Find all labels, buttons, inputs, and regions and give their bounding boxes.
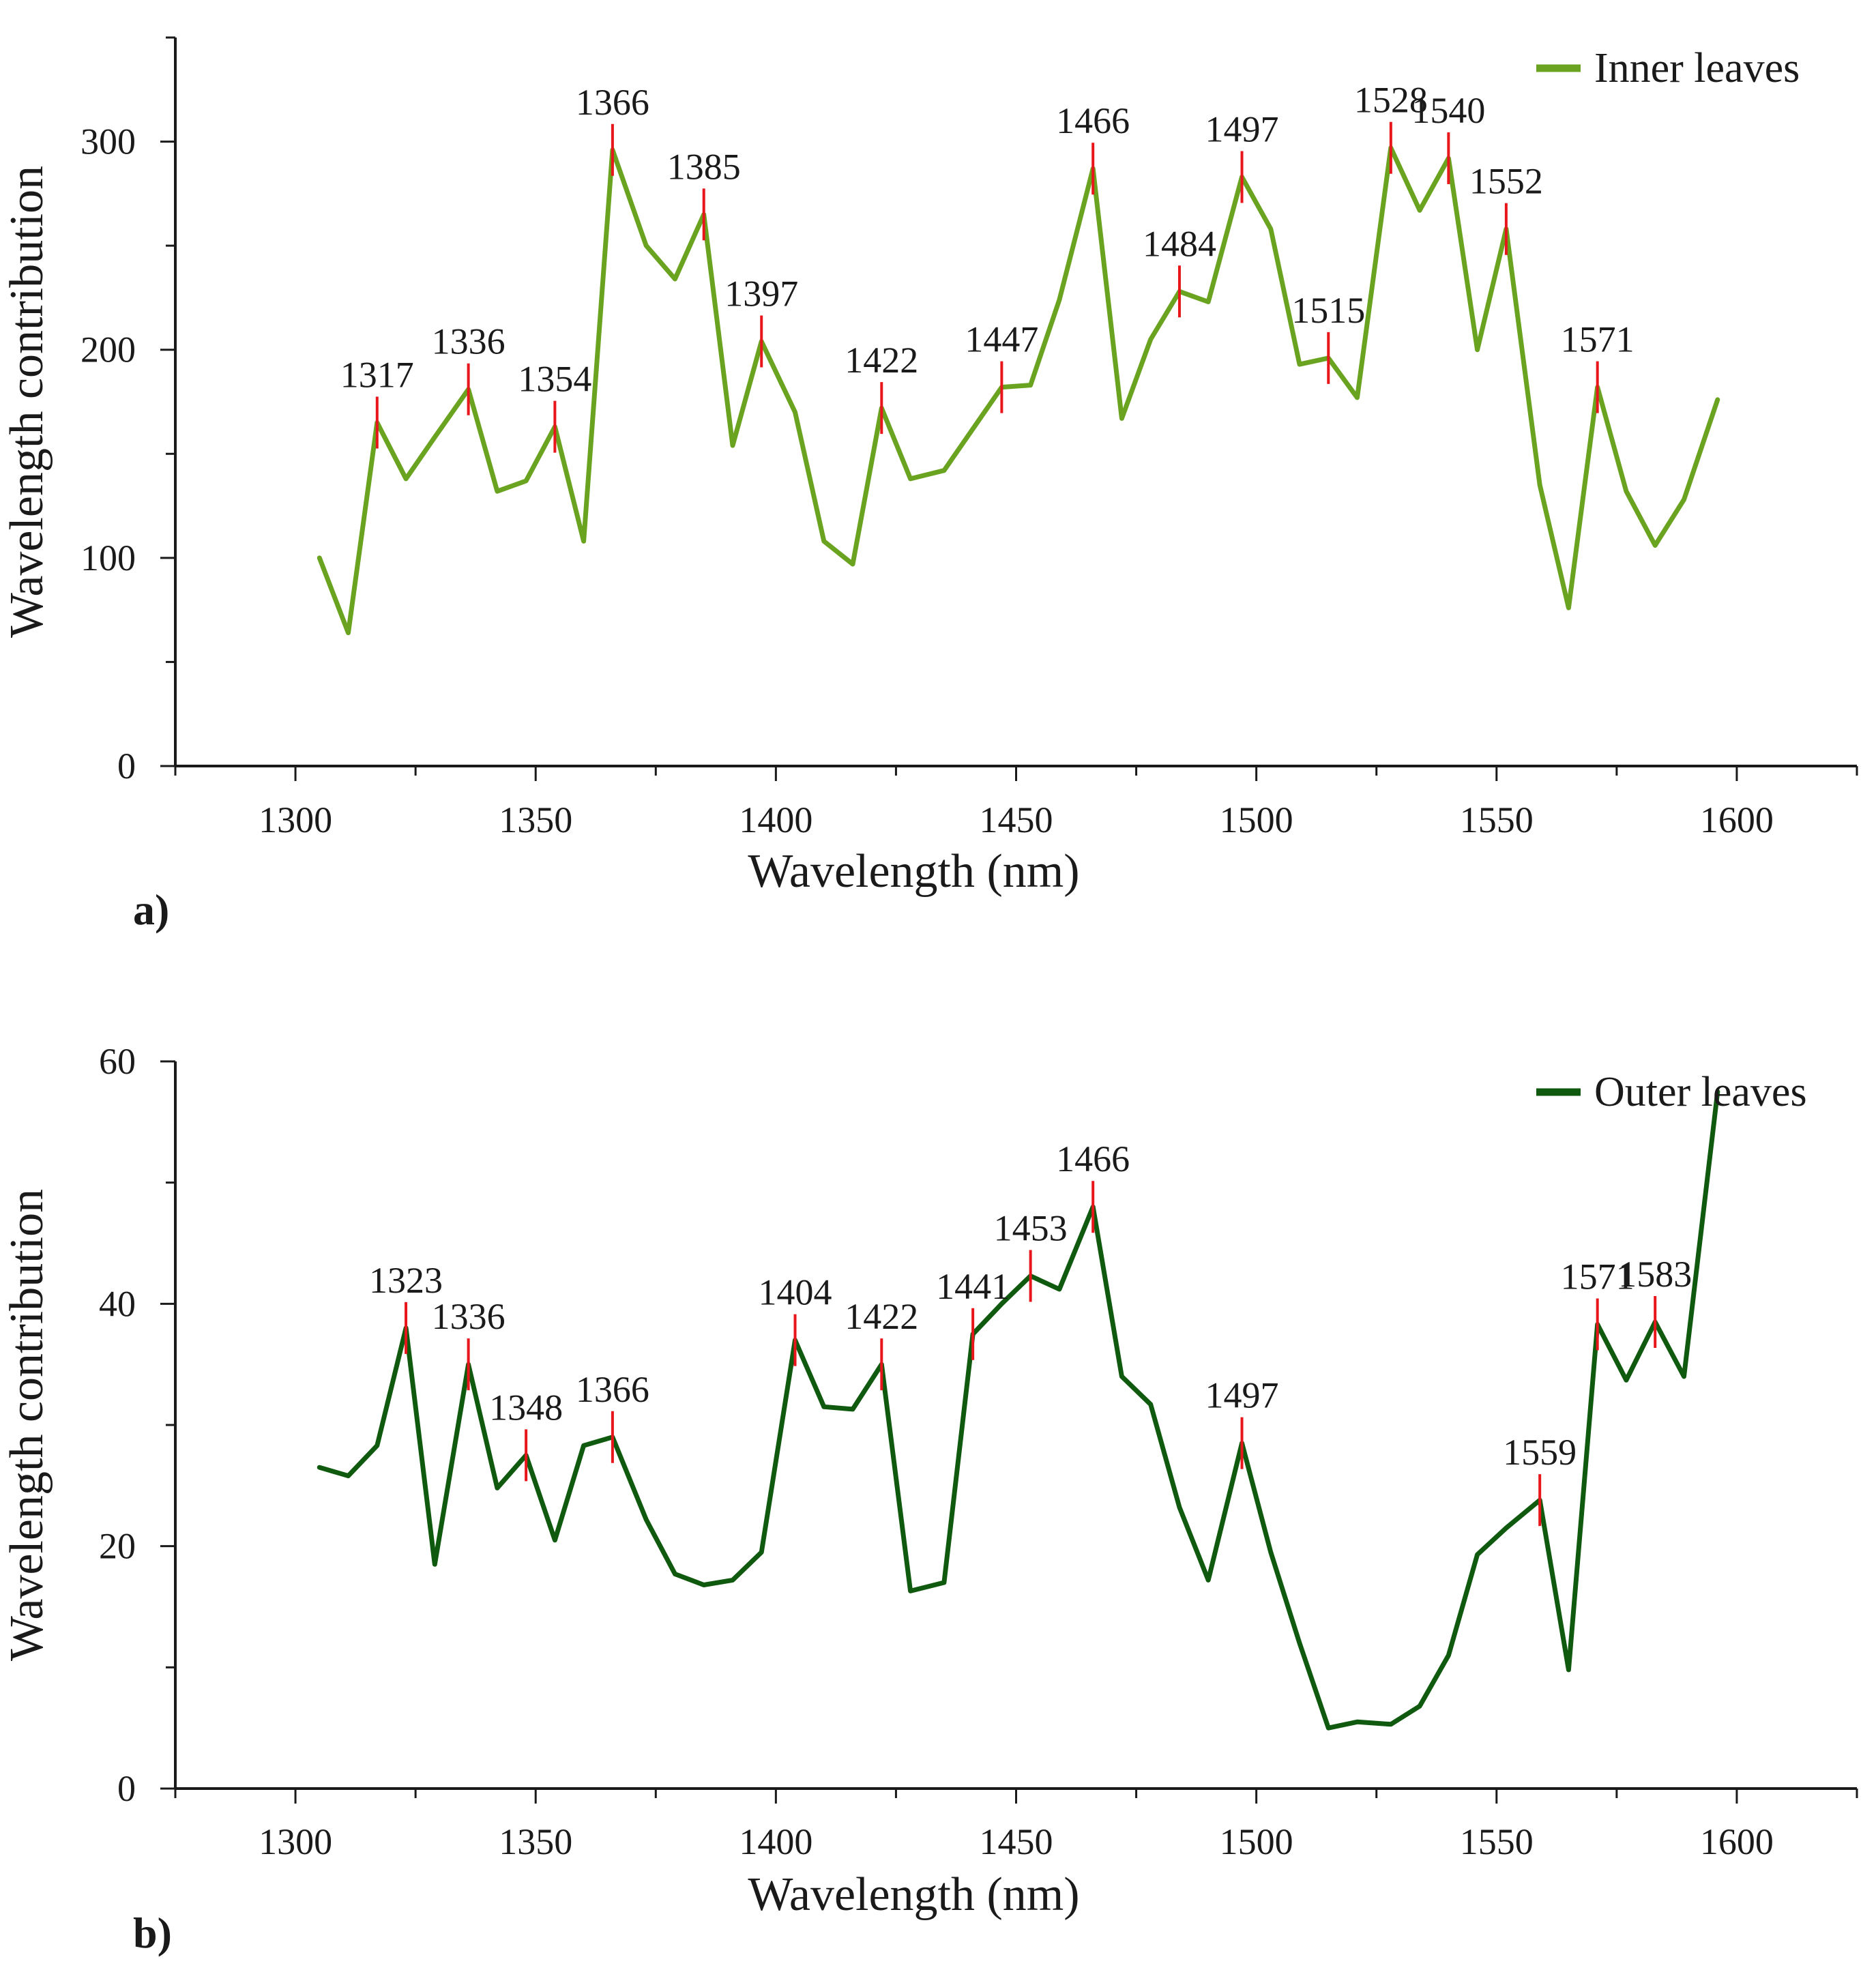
peak-label: 1515	[1291, 290, 1365, 331]
peak-label: 1466	[1056, 1138, 1130, 1179]
y-tick-label: 100	[80, 538, 136, 578]
peak-label: 1552	[1469, 161, 1543, 202]
peak-label: 1453	[994, 1207, 1068, 1248]
peak-label: 1441	[936, 1266, 1010, 1307]
x-tick-label: 1300	[259, 1821, 332, 1862]
peak-label: 1317	[340, 355, 414, 396]
peak-label: 1528	[1354, 80, 1428, 121]
x-tick-label: 1500	[1220, 1821, 1293, 1862]
peak-label: 1571	[1561, 319, 1635, 360]
x-tick-label: 1500	[1220, 799, 1293, 840]
peak-label: 1497	[1205, 108, 1279, 149]
series-line-outer-leaves	[317, 1089, 1720, 1731]
peak-label: 1397	[724, 274, 798, 314]
y-axis-title: Wavelength contribution	[1, 166, 53, 638]
peak-label: 1559	[1503, 1432, 1577, 1473]
peak-label: 1348	[489, 1387, 563, 1428]
peak-label: 1571	[1561, 1256, 1635, 1297]
x-tick-label: 1600	[1700, 1821, 1774, 1862]
x-tick-label: 1600	[1700, 799, 1774, 840]
panel-label: a)	[133, 885, 169, 934]
peak-label: 1583	[1618, 1254, 1692, 1295]
x-axis-title: Wavelength (nm)	[748, 1868, 1079, 1921]
legend-label: Outer leaves	[1594, 1069, 1807, 1115]
x-tick-label: 1550	[1460, 1821, 1534, 1862]
peak-label: 1404	[759, 1272, 832, 1313]
chart-panel-a: 1300 1350 1400 1450 1500 1550 1600 0 100 200 300 Wa…	[1, 36, 1858, 934]
x-tick-label: 1350	[499, 1821, 572, 1862]
x-tick-label: 1350	[499, 799, 572, 840]
x-axis-title: Wavelength (nm)	[748, 845, 1079, 898]
peak-label: 1540	[1411, 90, 1485, 131]
y-tick-label: 0	[117, 1768, 136, 1809]
peak-label: 1466	[1056, 100, 1130, 141]
chart-panel-b: 1300 1350 1400 1450 1500 1550 1600 0 20 40 60 Wavel…	[1, 1041, 1858, 1957]
x-tick-label: 1450	[980, 799, 1053, 840]
y-axis-title: Wavelength contribution	[1, 1189, 53, 1661]
x-tick-label: 1450	[980, 1821, 1053, 1862]
y-tick-label: 200	[80, 329, 136, 370]
x-tick-label: 1400	[739, 1821, 812, 1862]
x-tick-label: 1300	[259, 799, 332, 840]
peak-label: 1366	[576, 82, 649, 123]
peak-label: 1323	[369, 1260, 443, 1301]
peak-label: 1336	[432, 321, 505, 362]
peak-label: 1497	[1205, 1375, 1279, 1416]
peak-label: 1366	[576, 1369, 649, 1410]
y-tick-label: 40	[99, 1283, 136, 1324]
peak-label: 1484	[1143, 223, 1216, 264]
peak-label: 1385	[667, 146, 741, 187]
x-tick-label: 1400	[739, 799, 812, 840]
y-tick-label: 0	[117, 746, 136, 786]
y-tick-label: 300	[80, 121, 136, 162]
legend-label: Inner leaves	[1594, 45, 1800, 91]
y-tick-label: 60	[99, 1041, 136, 1082]
peak-label: 1422	[845, 1296, 918, 1337]
peak-label: 1336	[432, 1296, 505, 1337]
y-tick-label: 20	[99, 1526, 136, 1567]
x-tick-label: 1550	[1460, 799, 1534, 840]
peak-label: 1422	[845, 340, 918, 381]
peak-label: 1354	[518, 359, 591, 400]
peak-label: 1447	[965, 319, 1038, 360]
panel-label: b)	[133, 1909, 172, 1957]
series-line-inner-leaves	[317, 145, 1720, 636]
